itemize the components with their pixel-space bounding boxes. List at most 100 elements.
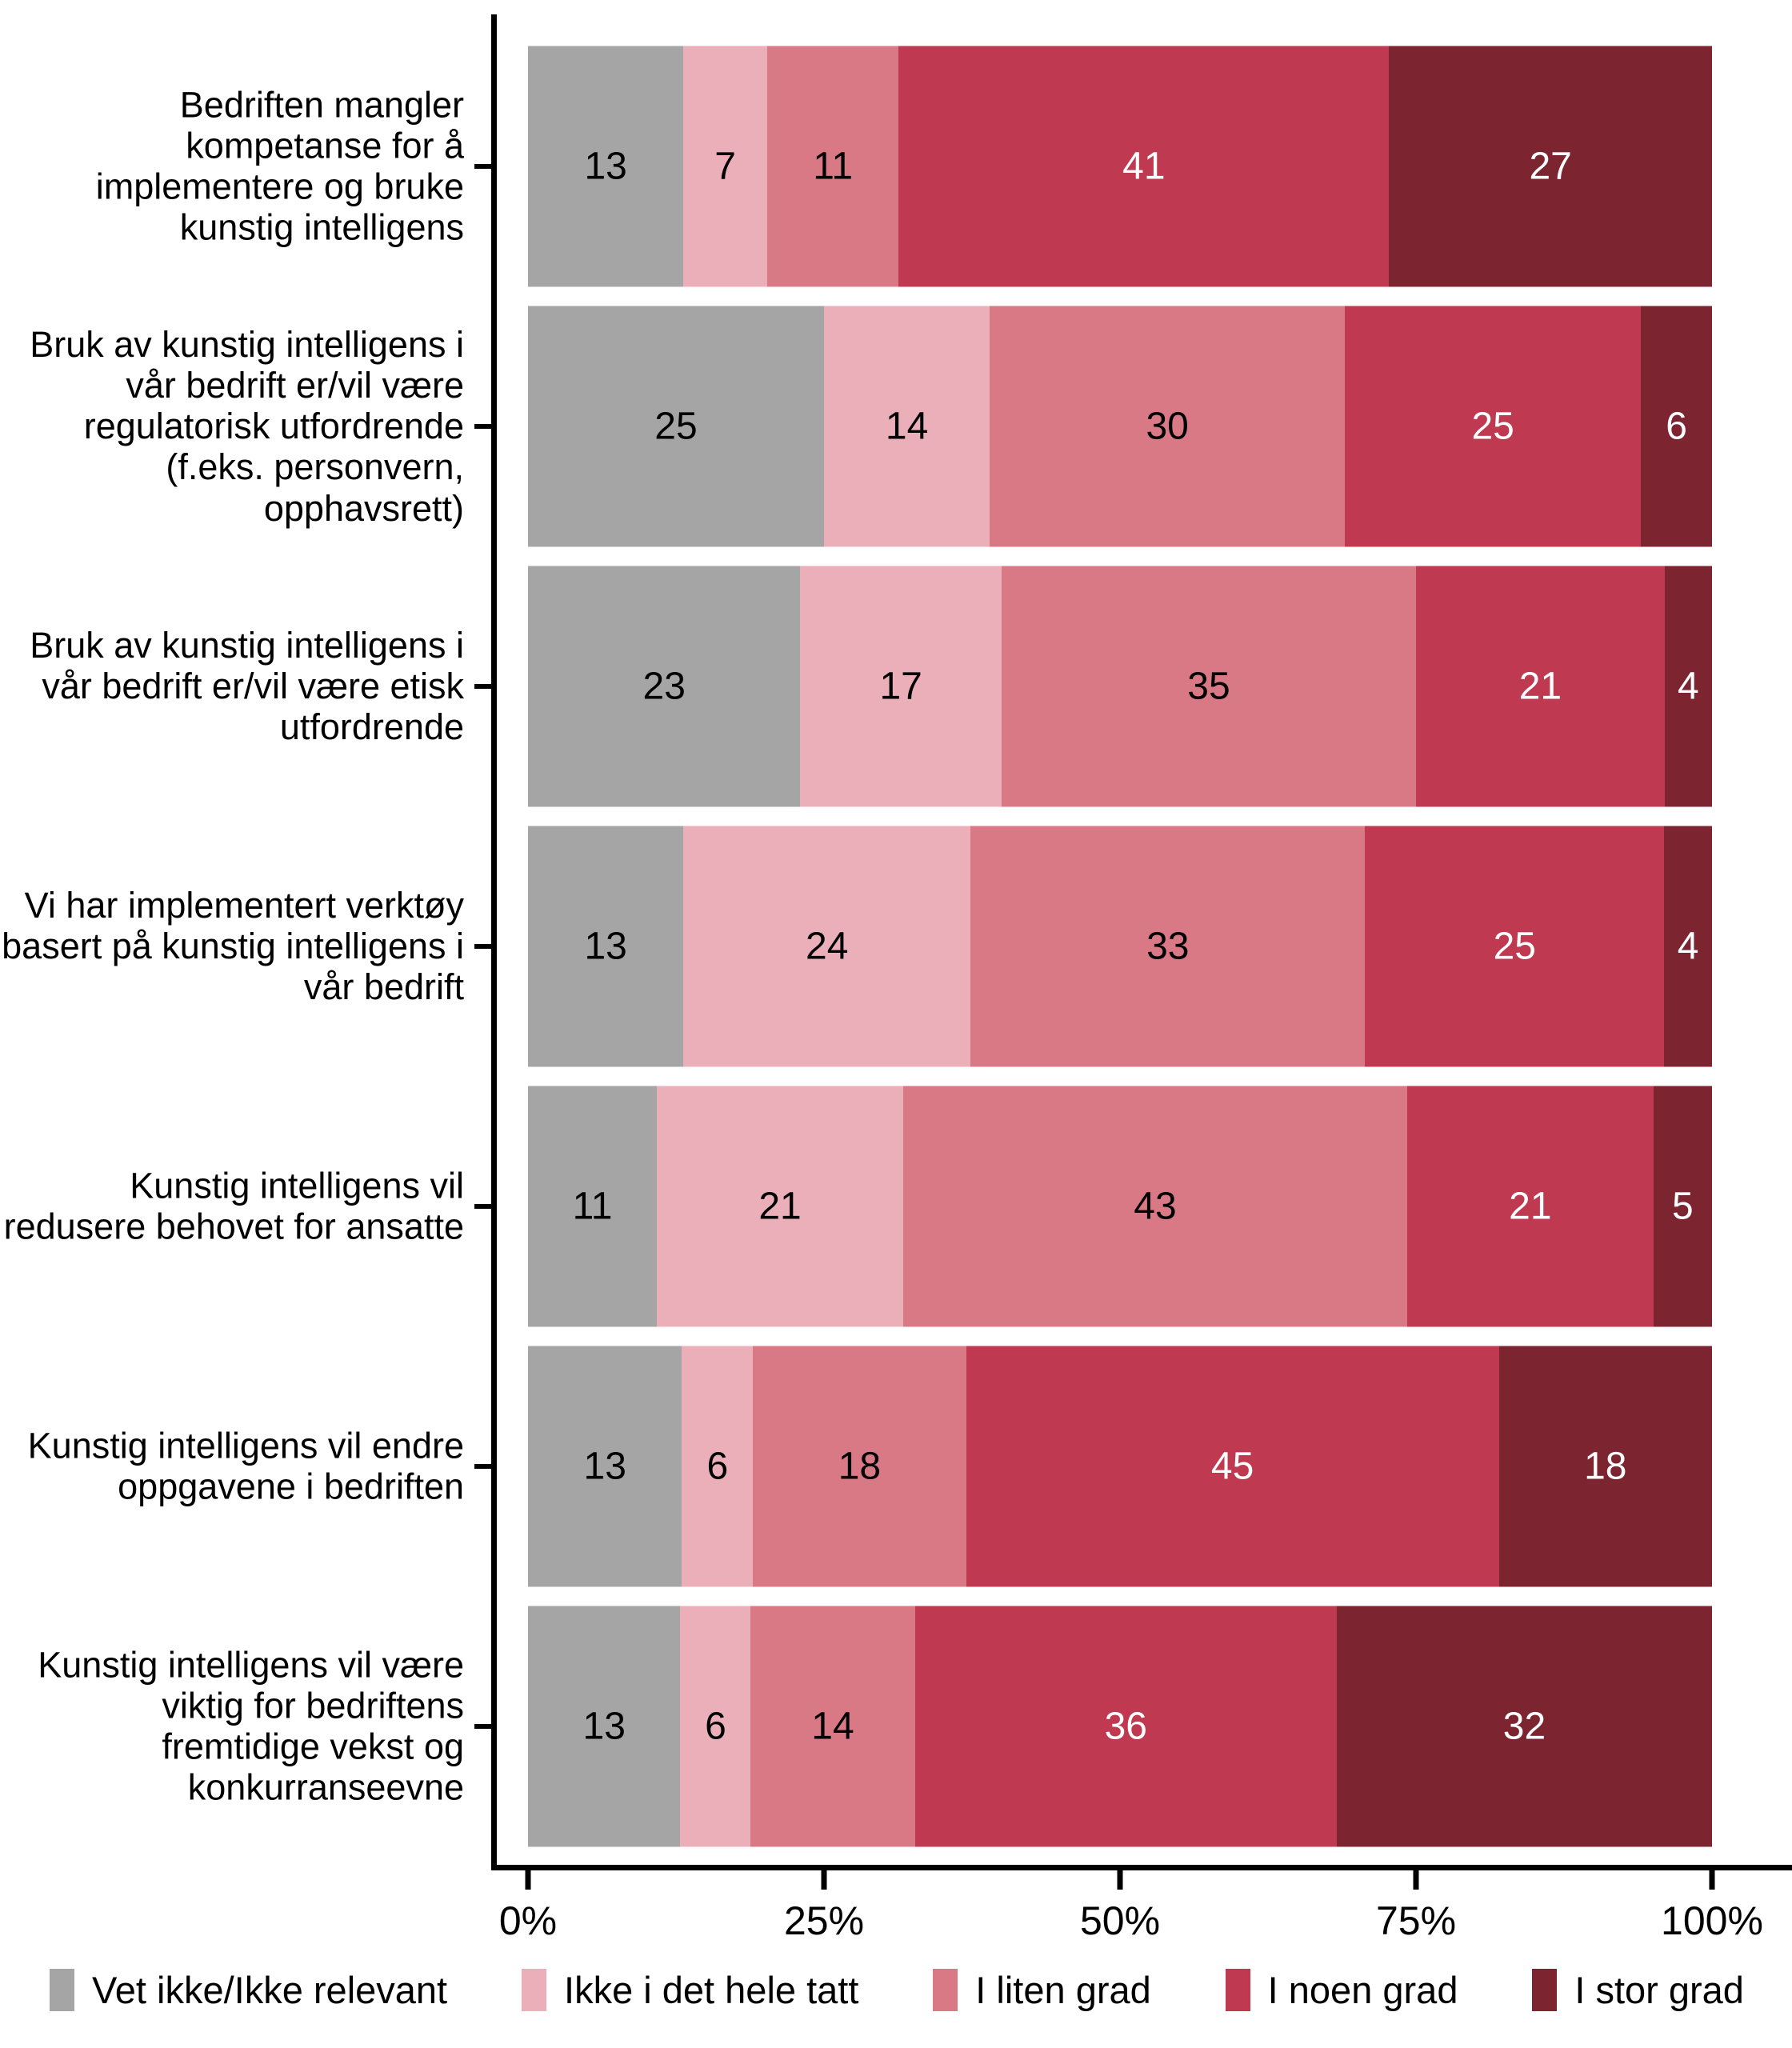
- value-label: 23: [642, 665, 686, 707]
- value-label: 6: [1666, 405, 1687, 447]
- value-label: 18: [838, 1445, 882, 1487]
- value-label: 25: [654, 405, 698, 447]
- category-label: Vi har implementert verktøy basert på ku…: [2, 884, 464, 1008]
- legend-color-swatch: [933, 1969, 958, 2011]
- value-label: 14: [811, 1705, 854, 1747]
- category-label: Bedriften mangler kompetanse for å imple…: [95, 83, 464, 248]
- chart-rows: Bedriften mangler kompetanse for å imple…: [0, 36, 1792, 1856]
- bar-segment: 4: [1664, 826, 1712, 1066]
- value-label: 5: [1672, 1185, 1694, 1227]
- bar-segment: 32: [1337, 1606, 1712, 1846]
- bar-segment: 13: [528, 46, 684, 286]
- value-label: 13: [582, 1705, 626, 1747]
- bar-segment: 25: [1345, 306, 1642, 546]
- x-axis-tick: [1709, 1870, 1715, 1890]
- y-axis-tick: [474, 163, 492, 169]
- bar-segment: 45: [966, 1346, 1499, 1586]
- legend-color-swatch: [1225, 1969, 1250, 2011]
- value-label: 17: [879, 665, 922, 707]
- bar-segment: 5: [1653, 1086, 1712, 1326]
- x-axis-tick-label: 75%: [1375, 1898, 1457, 1943]
- value-label: 4: [1677, 925, 1699, 967]
- bar-segment: 4: [1664, 566, 1712, 806]
- bar-segment: 36: [914, 1606, 1338, 1846]
- stacked-bar: 13 24 33 25 4: [528, 826, 1712, 1066]
- value-label: 36: [1104, 1705, 1147, 1747]
- legend-label: I stor grad: [1574, 1969, 1744, 2011]
- legend-item: Ikke i det hele tatt: [522, 1968, 858, 2012]
- x-axis-tick-label: 50%: [1079, 1898, 1161, 1943]
- x-axis-tick-label: 100%: [1661, 1898, 1763, 1943]
- value-label: 21: [1509, 1185, 1552, 1227]
- value-label: 27: [1529, 145, 1572, 187]
- value-label: 13: [583, 1445, 626, 1487]
- bar-segment: 25: [528, 306, 824, 546]
- legend-item: Vet ikke/Ikke relevant: [50, 1968, 447, 2012]
- value-label: 33: [1146, 925, 1190, 967]
- value-label: 11: [813, 145, 854, 187]
- stacked-bar: 11 21 43 21 5: [528, 1086, 1712, 1326]
- value-label: 24: [806, 925, 849, 967]
- legend-item: I noen grad: [1225, 1968, 1458, 2012]
- chart-row: Kunstig intelligens vil være viktig for …: [0, 1596, 1792, 1856]
- chart-row: Bruk av kunstig intelligens i vår bedrif…: [0, 296, 1792, 556]
- bar-segment: 24: [683, 826, 971, 1066]
- value-label: 18: [1584, 1445, 1627, 1487]
- chart-row: Bedriften mangler kompetanse for å imple…: [0, 36, 1792, 296]
- x-axis-line: [491, 1865, 1792, 1870]
- stacked-bar: 25 14 30 25 6: [528, 306, 1712, 546]
- bar-segment: 6: [682, 1346, 754, 1586]
- legend-color-swatch: [1532, 1969, 1558, 2011]
- bar-segment: 6: [680, 1606, 751, 1846]
- bar-segment: 7: [683, 46, 767, 286]
- bar-segment: 35: [1001, 566, 1416, 806]
- x-axis-tick: [821, 1870, 827, 1890]
- bar-segment: 18: [1498, 1346, 1712, 1586]
- chart-row: Vi har implementert verktøy basert på ku…: [0, 816, 1792, 1076]
- chart-row: Kunstig intelligens vil endre oppgavene …: [0, 1336, 1792, 1596]
- y-axis-tick: [474, 683, 492, 689]
- category-label: Kunstig intelligens vil redusere behovet…: [3, 1165, 464, 1247]
- bar-segment: 33: [970, 826, 1366, 1066]
- bar-segment: 18: [753, 1346, 966, 1586]
- value-label: 21: [758, 1185, 802, 1227]
- value-label: 45: [1210, 1445, 1254, 1487]
- bar-segment: 6: [1641, 306, 1712, 546]
- bar-segment: 41: [898, 46, 1390, 286]
- legend-label: I noen grad: [1267, 1969, 1458, 2011]
- legend-color-swatch: [522, 1969, 547, 2011]
- value-label: 32: [1502, 1705, 1546, 1747]
- legend-label: I liten grad: [975, 1969, 1151, 2011]
- legend: Vet ikke/Ikke relevant Ikke i det hele ta…: [50, 1968, 1744, 2012]
- bar-segment: 21: [1407, 1086, 1654, 1326]
- chart-row: Bruk av kunstig intelligens i vår bedrif…: [0, 556, 1792, 816]
- category-label: Bruk av kunstig intelligens i vår bedrif…: [30, 323, 464, 529]
- value-label: 25: [1493, 925, 1536, 967]
- value-label: 21: [1518, 665, 1562, 707]
- value-label: 6: [706, 1445, 729, 1487]
- y-axis-tick: [474, 943, 492, 949]
- bar-segment: 13: [528, 826, 684, 1066]
- category-label: Kunstig intelligens vil være viktig for …: [38, 1643, 464, 1808]
- x-axis-tick: [1413, 1870, 1419, 1890]
- value-label: 41: [1122, 145, 1166, 187]
- value-label: 14: [885, 405, 929, 447]
- legend-color-swatch: [50, 1969, 74, 2011]
- value-label: 25: [1471, 405, 1514, 447]
- stacked-bar: 13 7 11 41 27: [528, 46, 1712, 286]
- bar-segment: 27: [1389, 46, 1712, 286]
- y-axis-tick: [474, 423, 492, 429]
- bar-segment: 14: [824, 306, 990, 546]
- bar-segment: 21: [657, 1086, 903, 1326]
- value-label: 13: [584, 925, 627, 967]
- value-label: 30: [1146, 405, 1189, 447]
- value-label: 6: [705, 1705, 726, 1747]
- category-label: Kunstig intelligens vil endre oppgavene …: [27, 1425, 464, 1507]
- stacked-bar: 23 17 35 21 4: [528, 566, 1712, 806]
- y-axis-tick: [474, 1203, 492, 1209]
- legend-label: Vet ikke/Ikke relevant: [92, 1969, 448, 2011]
- bar-segment: 13: [528, 1606, 681, 1846]
- x-axis-tick: [525, 1870, 531, 1890]
- y-axis-line: [491, 14, 497, 1870]
